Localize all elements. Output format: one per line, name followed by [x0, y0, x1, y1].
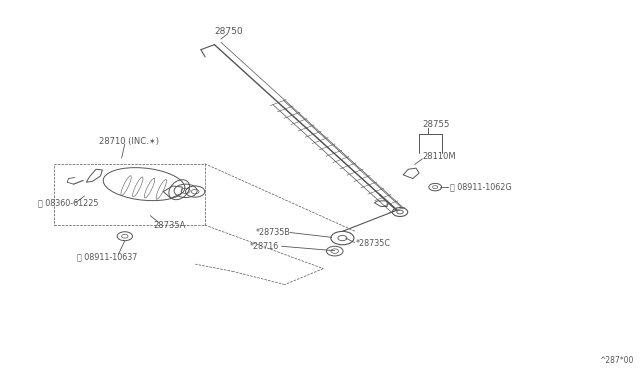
Text: *28716: *28716	[250, 242, 279, 251]
Text: Ⓝ 08360-61225: Ⓝ 08360-61225	[38, 198, 99, 207]
Text: *28735B: *28735B	[256, 228, 291, 237]
Text: 28110M: 28110M	[422, 152, 456, 161]
Text: Ⓝ 08911-10637: Ⓝ 08911-10637	[77, 252, 137, 261]
Text: 28735A: 28735A	[154, 221, 186, 230]
Text: 28750: 28750	[214, 27, 243, 36]
Text: *28735C: *28735C	[356, 239, 391, 248]
Text: ^287*00: ^287*00	[599, 356, 634, 365]
Text: 28755: 28755	[422, 120, 450, 129]
Text: Ⓝ 08911-1062G: Ⓝ 08911-1062G	[450, 183, 511, 192]
Text: 28710 (INC.✶): 28710 (INC.✶)	[99, 137, 159, 146]
